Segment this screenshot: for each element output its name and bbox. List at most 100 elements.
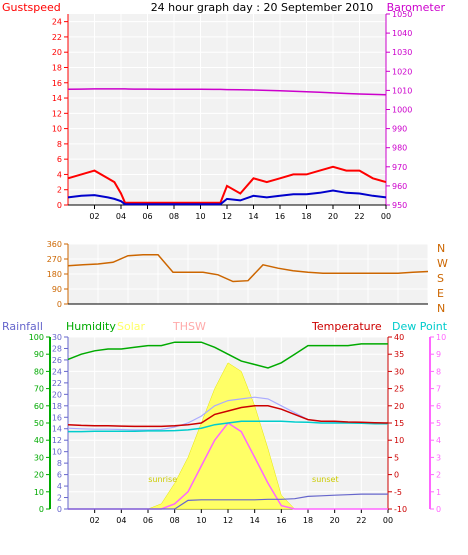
barometer-axis-label: Barometer: [387, 1, 446, 14]
x-axis-tick-label: 16: [276, 516, 286, 525]
x-axis-tick-label: 00: [383, 516, 393, 525]
rain-axis-tick-label: 2: [57, 494, 62, 503]
left-axis-tick-label: 14: [52, 94, 62, 103]
x-axis-tick-label: 04: [116, 212, 126, 221]
temp-axis-tick-label: 20: [394, 402, 404, 411]
left-axis-tick-label: 180: [47, 270, 62, 279]
rain-axis-tick-label: 28: [52, 344, 62, 353]
right-axis-tick-label: 1050: [392, 10, 412, 19]
x-axis-tick-label: 18: [303, 516, 313, 525]
temp-axis-tick-label: 40: [394, 333, 404, 342]
right-axis-tick-label: 980: [392, 144, 407, 153]
humidity-axis-tick-label: 100: [29, 333, 44, 342]
temp-axis-tick-label: -5: [394, 488, 402, 497]
series-line-windspeed: [67, 189, 387, 206]
legend-thsw: THSW: [172, 320, 206, 333]
right-axis-tick-label: 950: [392, 201, 407, 210]
humidity-axis-tick-label: 50: [34, 419, 44, 428]
x-axis-tick-label: 08: [169, 212, 179, 221]
rain-axis-tick-label: 22: [52, 379, 62, 388]
x-axis-tick-label: 06: [143, 516, 153, 525]
rain-axis-tick-label: 8: [57, 459, 62, 468]
left-axis-tick-label: 2: [57, 186, 62, 195]
rain-axis-tick-label: 26: [52, 356, 62, 365]
compass-letter: N: [437, 302, 445, 315]
left-axis-tick-label: 4: [57, 170, 62, 179]
x-axis-tick-label: 02: [90, 516, 100, 525]
temp-axis-tick-label: 5: [394, 453, 399, 462]
legend-solar: Solar: [117, 320, 146, 333]
series-line-rainfall: [68, 493, 388, 510]
series-line-dewpoint: [68, 420, 388, 433]
left-axis-tick-label: 24: [52, 18, 62, 27]
left-axis-tick-label: 90: [52, 285, 62, 294]
legend-rainfall: Rainfall: [2, 320, 43, 333]
temp-axis-tick-label: -10: [394, 505, 407, 514]
x-axis-tick-label: 20: [328, 212, 338, 221]
uv-axis-tick-label: 0: [436, 505, 441, 514]
x-axis-tick-label: 10: [196, 516, 206, 525]
temp-axis-tick-label: 0: [394, 471, 399, 480]
humidity-axis-tick-label: 60: [34, 402, 44, 411]
rain-axis-tick-label: 0: [57, 505, 62, 514]
x-axis-tick-label: 00: [381, 212, 391, 221]
left-axis-tick-label: 10: [52, 125, 62, 134]
x-axis-tick-label: 14: [248, 212, 258, 221]
temp-axis-tick-label: 30: [394, 367, 404, 376]
humidity-axis-tick-label: 80: [34, 367, 44, 376]
annotation-sunrise: sunrise: [148, 475, 177, 484]
humidity-axis-tick-label: 0: [39, 505, 44, 514]
left-axis-tick-label: 6: [57, 155, 62, 164]
rain-axis-tick-label: 14: [52, 425, 62, 434]
compass-letter: E: [437, 287, 444, 300]
legend-dewpoint: Dew Point: [392, 320, 448, 333]
rain-axis-tick-label: 18: [52, 402, 62, 411]
x-axis-tick-label: 02: [89, 212, 99, 221]
uv-axis-tick-label: 9: [436, 350, 441, 359]
x-axis-tick-label: 14: [250, 516, 260, 525]
right-axis-tick-label: 1010: [392, 86, 412, 95]
right-axis-tick-label: 1020: [392, 67, 412, 76]
left-axis-tick-label: 360: [47, 240, 62, 249]
humidity-axis-tick-label: 40: [34, 436, 44, 445]
rain-axis-tick-label: 20: [52, 390, 62, 399]
rain-axis-tick-label: 16: [52, 413, 62, 422]
x-axis-tick-label: 22: [356, 516, 366, 525]
uv-axis-tick-label: 5: [436, 419, 441, 428]
gustspeed-axis-label: Gustspeed: [2, 1, 61, 14]
x-axis-tick-label: 16: [275, 212, 285, 221]
rain-axis-tick-label: 30: [52, 333, 62, 342]
x-axis-tick-label: 18: [301, 212, 311, 221]
series-line-gustspeed: [67, 165, 387, 204]
left-axis-tick-label: 270: [47, 255, 62, 264]
compass-letter: N: [437, 242, 445, 255]
uv-axis-tick-label: 8: [436, 367, 441, 376]
rain-axis-tick-label: 10: [52, 448, 62, 457]
uv-axis-tick-label: 6: [436, 402, 441, 411]
legend-humidity: Humidity: [66, 320, 116, 333]
left-axis-tick-label: 0: [57, 201, 62, 210]
x-axis-tick-label: 22: [354, 212, 364, 221]
temp-axis-tick-label: 35: [394, 350, 404, 359]
compass-letter: W: [437, 257, 448, 270]
uv-axis-tick-label: 1: [436, 488, 441, 497]
legend-temperature: Temperature: [311, 320, 382, 333]
x-axis-tick-label: 06: [142, 212, 152, 221]
uv-axis-tick-label: 4: [436, 436, 441, 445]
rain-axis-tick-label: 6: [57, 471, 62, 480]
humidity-axis-tick-label: 10: [34, 488, 44, 497]
left-axis-tick-label: 12: [52, 109, 62, 118]
right-axis-tick-label: 1040: [392, 29, 412, 38]
right-axis-tick-label: 960: [392, 182, 407, 191]
uv-axis-tick-label: 10: [436, 333, 446, 342]
right-axis-tick-label: 990: [392, 125, 407, 134]
rain-axis-tick-label: 4: [57, 482, 62, 491]
left-axis-tick-label: 16: [52, 79, 62, 88]
temp-axis-tick-label: 10: [394, 436, 404, 445]
right-axis-tick-label: 970: [392, 163, 407, 172]
series-line-direction: [67, 254, 429, 283]
right-axis-tick-label: 1030: [392, 48, 412, 57]
series-line-humidity: [67, 341, 388, 369]
